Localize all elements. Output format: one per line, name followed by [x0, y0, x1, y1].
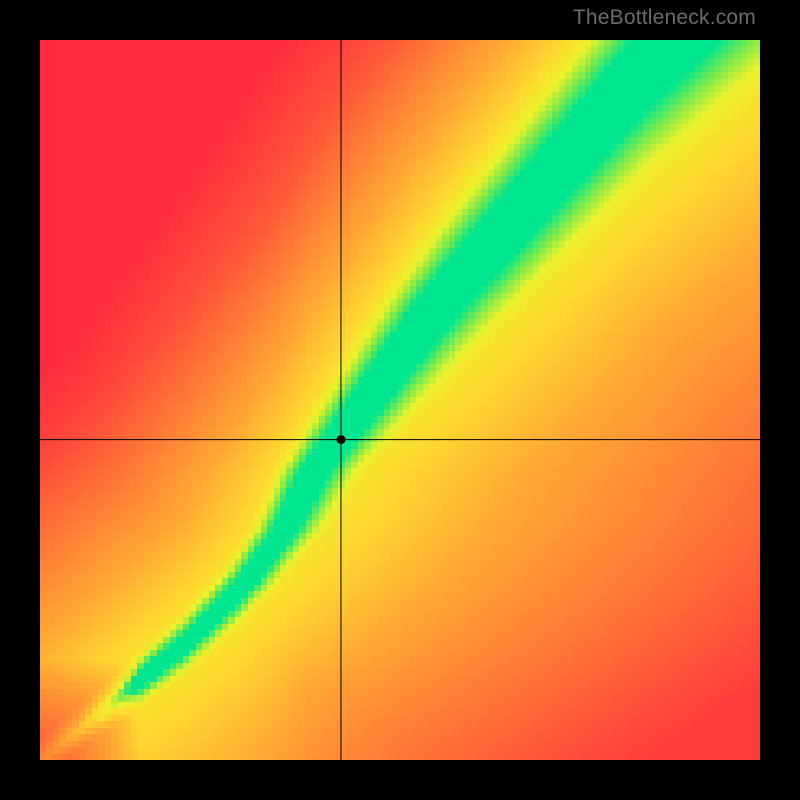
plot-area	[40, 40, 760, 760]
heatmap-canvas	[40, 40, 760, 760]
watermark-text: TheBottleneck.com	[573, 6, 756, 30]
